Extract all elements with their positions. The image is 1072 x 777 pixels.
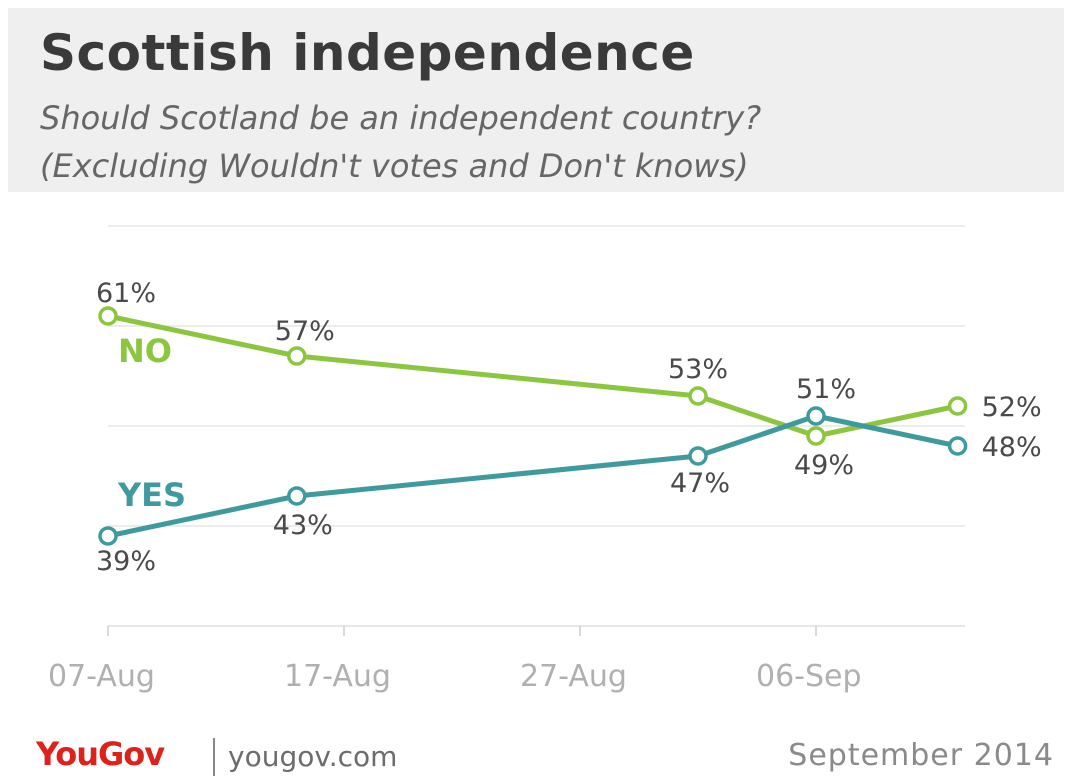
chart-header: Scottish independence Should Scotland be… (8, 8, 1064, 192)
data-label: 53% (668, 354, 728, 385)
data-label: 57% (275, 316, 335, 347)
data-point (688, 386, 708, 406)
data-label: 43% (273, 510, 333, 541)
data-point (806, 406, 826, 426)
footer-date: September 2014 (788, 738, 1054, 773)
data-label: 47% (670, 468, 730, 499)
data-point (98, 526, 118, 546)
data-label: 48% (982, 432, 1042, 463)
data-label: 61% (96, 278, 156, 309)
series-label-no: NO (118, 332, 172, 370)
subtitle-line-1: Should Scotland be an independent countr… (40, 99, 762, 137)
x-tick-label: 06-Sep (756, 659, 862, 694)
footer-divider (213, 738, 215, 776)
chart-subtitle: Should Scotland be an independent countr… (40, 94, 761, 190)
chart-title: Scottish independence (40, 24, 695, 82)
data-point (688, 446, 708, 466)
data-point (98, 306, 118, 326)
data-label: 39% (96, 546, 156, 577)
data-point (287, 486, 307, 506)
data-label: 51% (796, 374, 856, 405)
data-point (947, 436, 968, 456)
yougov-logo: YouGov (36, 735, 165, 773)
subtitle-line-2: (Excluding Wouldn't votes and Don't know… (40, 147, 749, 185)
data-label: 52% (982, 392, 1042, 423)
data-point (806, 426, 826, 446)
data-label: 49% (794, 450, 854, 481)
line-chart: 07-Aug 17-Aug 27-Aug 06-Sep 61% 57% 53% 49% 52% N… (48, 225, 1042, 694)
series-label-yes: YES (117, 476, 186, 514)
x-tick-label: 17-Aug (284, 659, 391, 694)
x-tick-label: 27-Aug (520, 659, 627, 694)
footer-site: yougov.com (228, 740, 398, 773)
data-point (947, 396, 968, 416)
x-tick-label: 07-Aug (48, 659, 155, 694)
data-point (287, 346, 307, 366)
